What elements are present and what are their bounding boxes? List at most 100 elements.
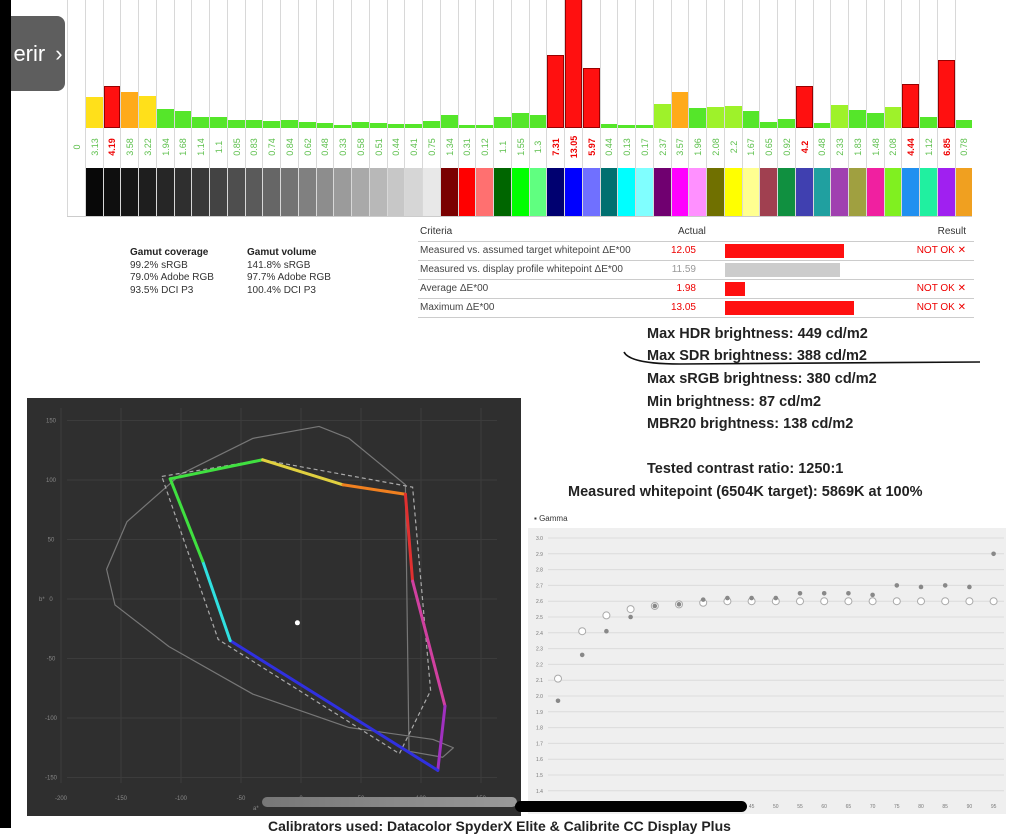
measured-whitepoint: Measured whitepoint (6504K target): 5869… [568, 484, 923, 500]
plot-background [528, 528, 1006, 814]
bar-column: 1.94 [155, 0, 174, 216]
bar [263, 120, 280, 128]
criteria-table: Criteria Actual Result Measured vs. assu… [418, 223, 974, 318]
color-swatch [103, 168, 121, 216]
bar [423, 120, 440, 128]
color-swatch [884, 168, 902, 216]
x-tick-label: 55 [797, 804, 803, 810]
bar-column: 0.62 [297, 0, 316, 216]
bar-column: 3.22 [138, 0, 156, 216]
color-swatch [440, 168, 458, 216]
bar-value-label: 0.51 [373, 138, 384, 156]
bar [529, 115, 547, 128]
gamma-measured-point [652, 603, 658, 609]
gamma-measured-point [773, 595, 779, 601]
y-tick-label: 2.8 [536, 568, 543, 574]
bar-column: 4.2 [794, 0, 813, 216]
color-swatch [937, 168, 955, 216]
criteria-bar [725, 301, 855, 315]
y-tick-label: 2.2 [536, 662, 543, 668]
criteria-bar [725, 244, 845, 258]
bar-value-label: 1.14 [196, 138, 207, 156]
gamma-target-point [941, 597, 950, 606]
color-swatch [831, 168, 848, 216]
color-swatch [245, 168, 263, 216]
criteria-row: Measured vs. display profile whitepoint … [418, 261, 974, 280]
bar [778, 118, 795, 128]
bar-column: 1.12 [919, 0, 937, 216]
color-swatch [139, 168, 156, 216]
criteria-bar [725, 263, 840, 277]
color-swatch [156, 168, 174, 216]
criteria-result: NOT OK ✕ [916, 245, 966, 256]
gamma-measured-point [725, 595, 730, 601]
bar-value-label: 6.85 [941, 138, 952, 156]
bar-value-label: 7.31 [551, 138, 562, 156]
coverage-p3: 93.5% DCI P3 [130, 284, 194, 296]
bar [636, 125, 653, 128]
bar-value-label: 0.48 [817, 138, 828, 156]
bar-value-label: 0.78 [959, 138, 970, 156]
volume-srgb: 141.8% sRGB [247, 259, 311, 271]
measured-gamut-edge [168, 477, 205, 563]
criteria-actual: 11.59 [671, 264, 696, 275]
bar [85, 96, 103, 128]
plot-background [27, 398, 521, 816]
y-tick-label: 50 [48, 538, 55, 544]
y-tick-label: -150 [45, 776, 58, 782]
max-srgb-brightness: Max sRGB brightness: 380 cd/m2 [647, 371, 877, 387]
bar-value-label: 0.33 [338, 138, 349, 156]
bar-value-label: 0.17 [639, 138, 650, 156]
back-button[interactable]: erir › [11, 16, 65, 91]
bar-value-label: 0.85 [231, 138, 242, 156]
gamut-coverage: Gamut coverage 99.2% sRGB 79.0% Adobe RG… [130, 247, 214, 297]
bar [671, 92, 689, 128]
color-swatch [547, 168, 564, 216]
bar-value-label: 0.84 [284, 138, 295, 156]
bar-column: 0.85 [226, 0, 245, 216]
gamut-volume: Gamut volume 141.8% sRGB 97.7% Adobe RGB… [247, 247, 331, 297]
y-tick-label: 1.8 [536, 726, 543, 732]
color-swatch [902, 168, 919, 216]
scrollbar-track[interactable] [262, 797, 517, 807]
bar-column: 0.92 [777, 0, 795, 216]
measured-gamut-edge [436, 704, 447, 772]
criteria-header: Criteria Actual Result [418, 223, 974, 242]
gamma-measured-point [870, 592, 875, 598]
reference-gamut [161, 459, 432, 755]
gamma-target-point [868, 597, 877, 606]
gamma-target-point [844, 597, 853, 606]
gamma-measured-point [894, 583, 900, 588]
color-swatch [281, 168, 298, 216]
scrollbar-thumb[interactable] [515, 801, 747, 812]
y-tick-label: 2.7 [536, 583, 543, 589]
x-tick-label: -200 [55, 796, 68, 802]
gamma-measured-point [604, 628, 609, 634]
bar-column: 2.33 [830, 0, 848, 216]
color-swatch [405, 168, 422, 216]
bar-column: 3.57 [670, 0, 689, 216]
y-axis-label: b* [39, 597, 45, 603]
y-tick-label: 2.1 [536, 678, 543, 684]
bar [813, 123, 831, 128]
bar-column: 2.08 [706, 0, 724, 216]
bar [281, 119, 298, 128]
bar-value-label: 5.97 [586, 138, 597, 156]
bar-column: 1.34 [439, 0, 458, 216]
bar-value-label: 1.94 [160, 138, 171, 156]
bar [440, 114, 458, 128]
gamma-title: Gamma [539, 514, 568, 523]
y-tick-label: 2.9 [536, 552, 543, 558]
chart-bottom-border [67, 216, 973, 217]
bar [760, 121, 777, 128]
bar-column: 1.3 [528, 0, 547, 216]
header-result: Result [937, 226, 966, 237]
bar [902, 83, 919, 128]
bar-value-label: 1.34 [444, 138, 455, 156]
color-swatch [227, 168, 245, 216]
y-tick-label: 1.9 [536, 710, 543, 716]
gamma-target-point [820, 597, 829, 606]
bar-column: 0.44 [386, 0, 405, 216]
bar-value-label: 13.05 [568, 135, 579, 159]
bar-column: 3.13 [84, 0, 103, 216]
